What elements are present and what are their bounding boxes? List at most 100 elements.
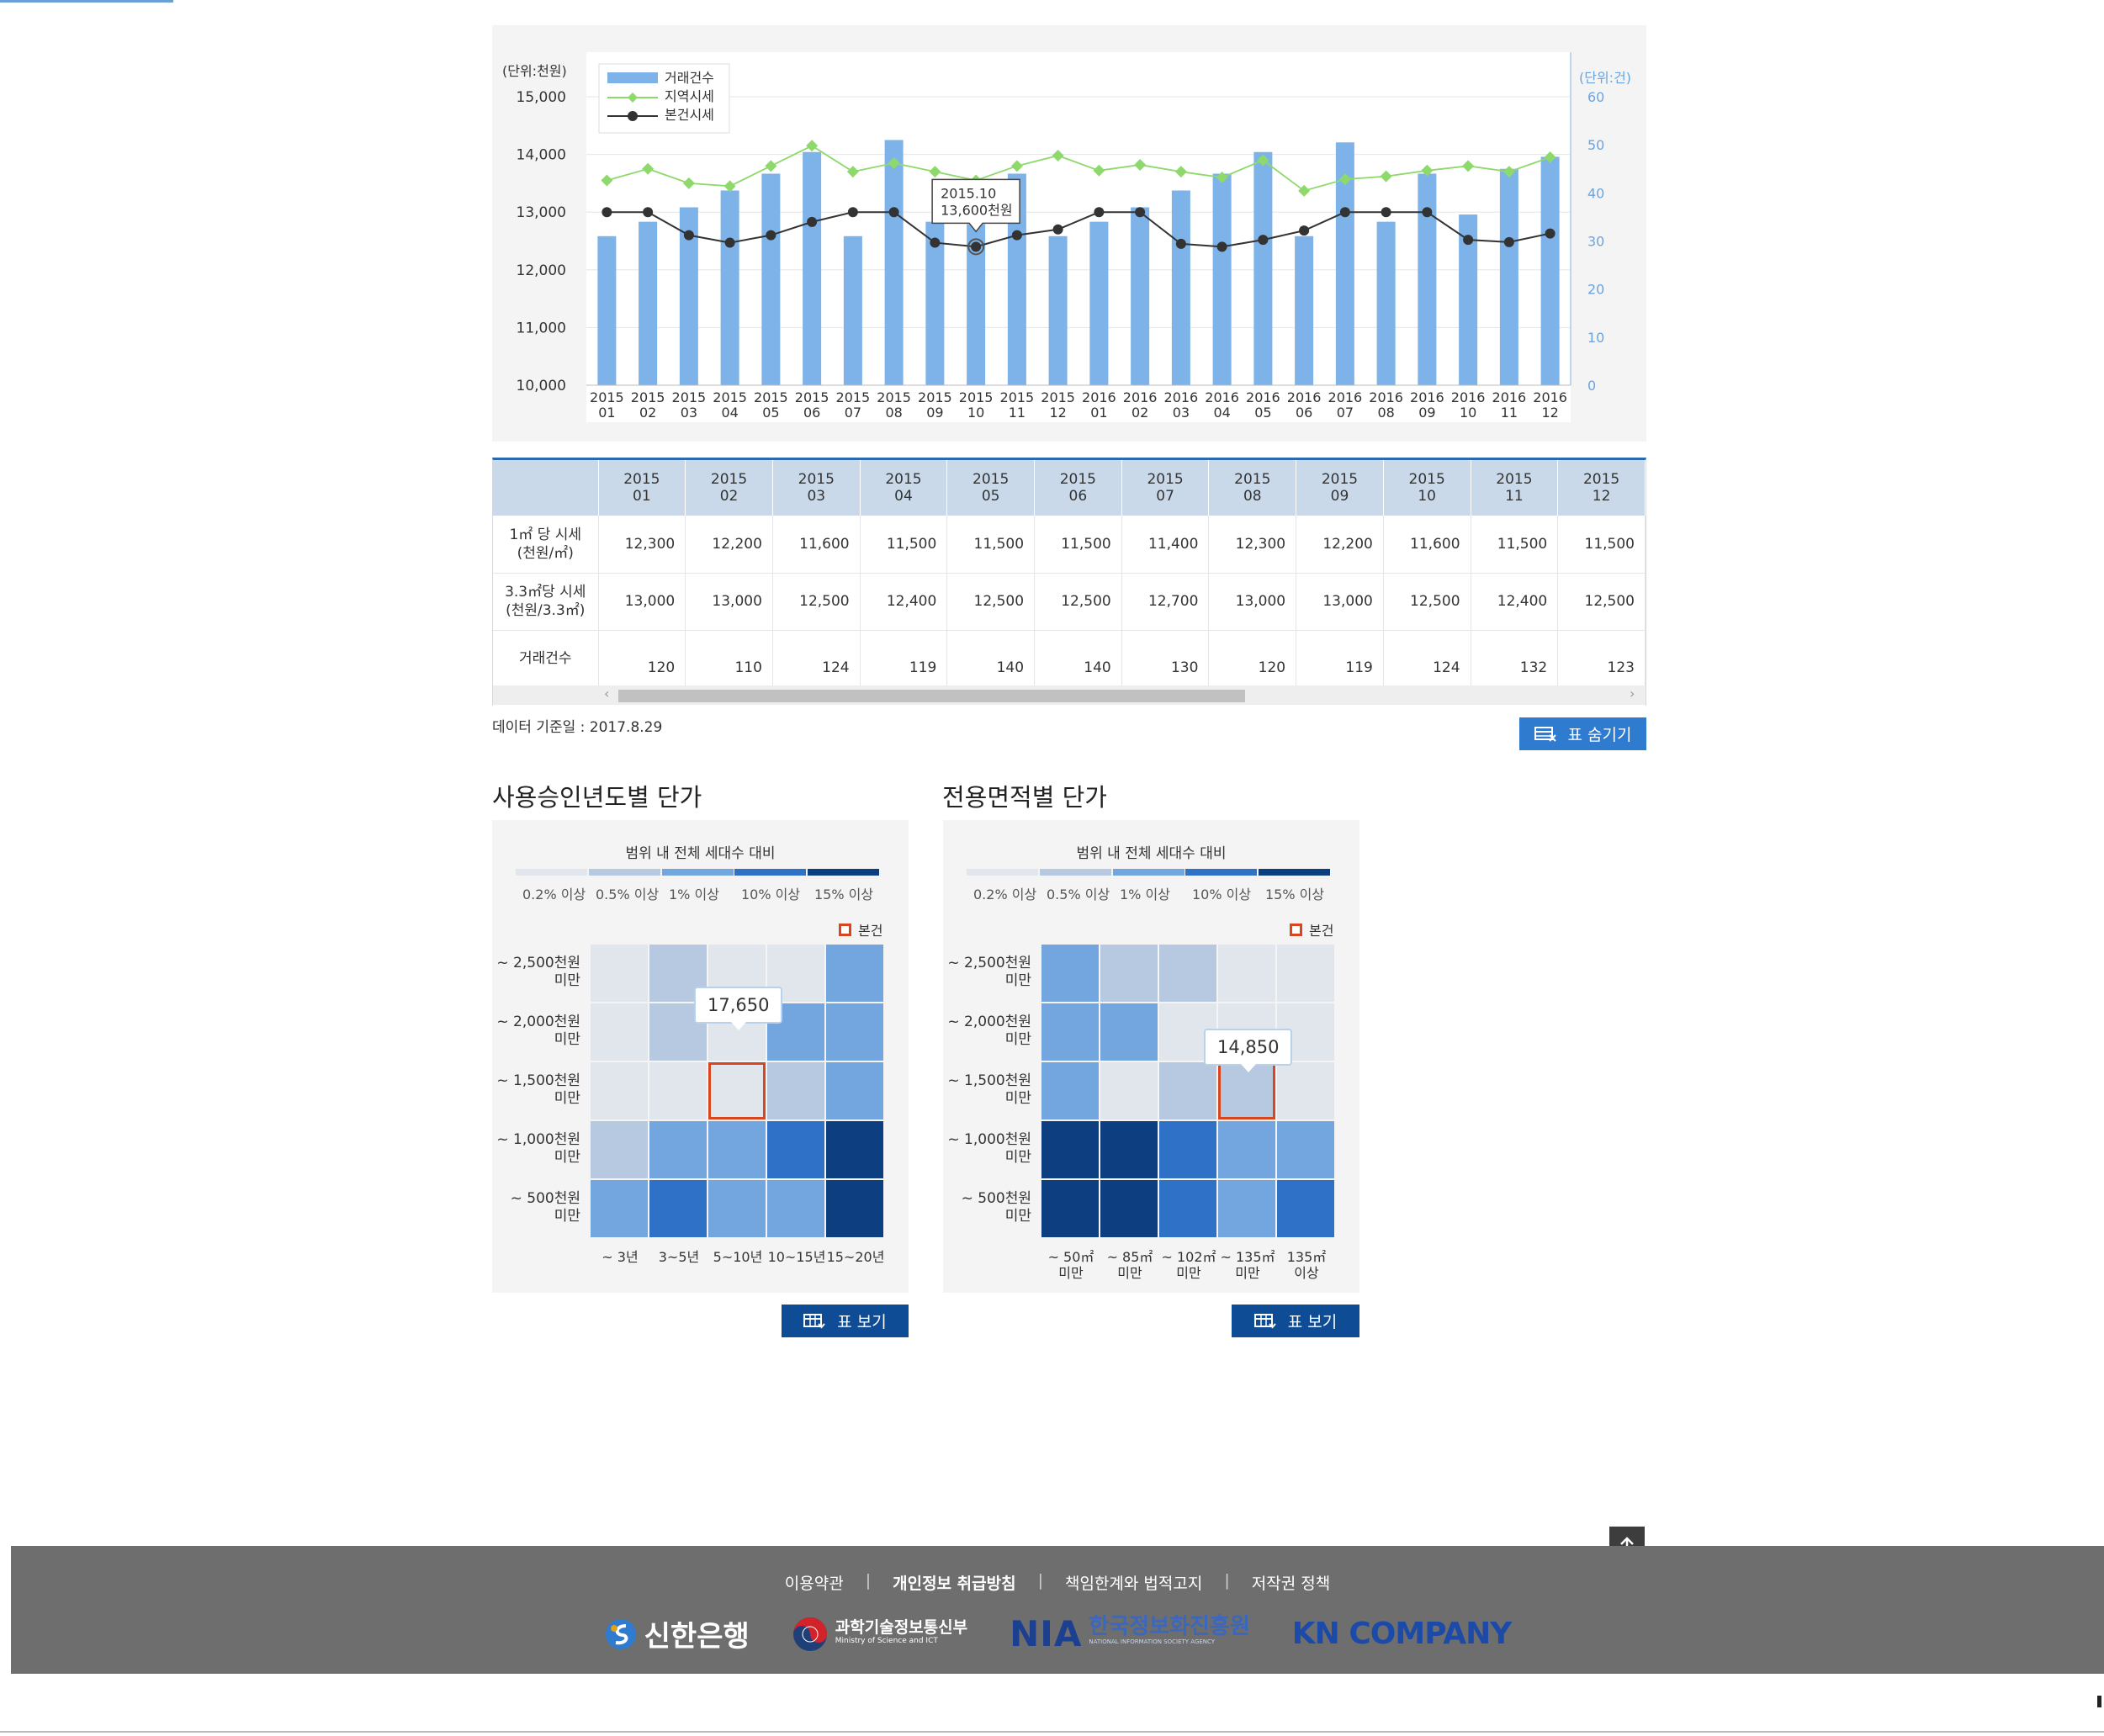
heatmap-cell[interactable]	[767, 1121, 824, 1178]
heatmap-cell[interactable]	[1100, 1003, 1158, 1061]
heatmap-row-label: ~ 1,500천원 미만	[496, 1072, 580, 1108]
heatmap-cell[interactable]	[591, 1121, 648, 1178]
heatmap-cell[interactable]	[1159, 1180, 1216, 1237]
heatmap-cell[interactable]	[826, 1062, 883, 1119]
heatmap-cell[interactable]	[591, 1003, 648, 1061]
x-tick-label: 04	[721, 405, 738, 421]
x-tick-label: 12	[1541, 405, 1558, 421]
col-label-line: ~ 85㎡	[1106, 1249, 1153, 1265]
heatmap-col-label: 3~5년	[649, 1249, 708, 1265]
heatmap-cell-own[interactable]	[708, 1062, 766, 1119]
bar-transactions	[1418, 173, 1437, 385]
heatmap-cell[interactable]	[826, 1003, 883, 1061]
x-tick-label: 2015	[1041, 389, 1075, 405]
heatmap-cell[interactable]	[1159, 1062, 1216, 1119]
heatmap-cell[interactable]	[1277, 945, 1334, 1002]
heatmap-cell[interactable]	[1100, 1180, 1158, 1237]
footer-link-terms[interactable]: 이용약관	[784, 1575, 844, 1593]
heatmap-cell[interactable]	[591, 1062, 648, 1119]
point-own-price	[847, 207, 858, 218]
heatmap-cell[interactable]	[1277, 1180, 1334, 1237]
table-cell: 123	[1557, 630, 1646, 688]
scroll-right-arrow[interactable]: ›	[1630, 685, 1635, 701]
footer-link-privacy[interactable]: 개인정보 취급방침	[893, 1575, 1016, 1593]
heatmap-cell[interactable]	[1159, 1121, 1216, 1178]
heatmap-cell[interactable]	[708, 1180, 766, 1237]
x-tick-label: 10	[967, 405, 984, 421]
heatmap-cell[interactable]	[1041, 1121, 1099, 1178]
heatmap-cell[interactable]	[1041, 1003, 1099, 1061]
row-unit: (천원/㎡)	[517, 544, 574, 562]
point-own-price	[724, 237, 735, 248]
x-tick-label: 2015	[836, 389, 871, 405]
heatmap-legend-title: 범위 내 전체 세대수 대비	[625, 845, 776, 862]
shinhan-logo: 신한은행	[604, 1613, 750, 1654]
heatmap-cell[interactable]	[708, 1121, 766, 1178]
point-regional-price	[1380, 170, 1392, 183]
row-label-line: ~ 500천원	[961, 1190, 1031, 1207]
point-own-price	[1011, 230, 1022, 241]
table-cell: 124	[772, 630, 861, 688]
row-label-line: ~ 2,000천원	[947, 1014, 1031, 1030]
footer-link-copyright[interactable]: 저작권 정책	[1251, 1575, 1331, 1593]
legend-swatch-marker	[628, 93, 638, 103]
heatmap-cell[interactable]	[826, 1180, 883, 1237]
footer-separator: |	[1224, 1571, 1230, 1590]
heatmap-cell[interactable]	[1100, 1062, 1158, 1119]
point-regional-price	[1216, 172, 1228, 184]
bottom-border	[0, 1731, 2104, 1733]
row-label-line: 미만	[554, 1208, 580, 1225]
heatmap-cell[interactable]	[591, 1180, 648, 1237]
scroll-left-arrow[interactable]: ‹	[604, 685, 610, 701]
heatmap-cell[interactable]	[1218, 945, 1275, 1002]
heatmap-cell[interactable]	[649, 1121, 707, 1178]
point-own-price	[1381, 207, 1391, 218]
col-label-line: ~ 50㎡	[1047, 1249, 1094, 1265]
heatmap-cell[interactable]	[1041, 945, 1099, 1002]
heatmap-legend-label: 15% 이상	[814, 887, 874, 902]
bar-transactions	[720, 190, 739, 385]
heatmap-cell[interactable]	[591, 945, 648, 1002]
heatmap-cell[interactable]	[1100, 945, 1158, 1002]
scrollbar-thumb[interactable]	[618, 690, 1245, 702]
view-table-button-area[interactable]: 표 보기	[1232, 1305, 1359, 1337]
row-label-line: 미만	[1004, 972, 1031, 989]
table-cell: 12,400	[860, 573, 948, 631]
point-own-price	[971, 241, 982, 252]
nia-logo-subtext: NATIONAL INFORMATION SOCIETY AGENCY	[1089, 1638, 1216, 1645]
heatmap-cell[interactable]	[1277, 1121, 1334, 1178]
table-cell: 120	[598, 630, 686, 688]
point-regional-price	[929, 166, 941, 178]
point-own-price	[1216, 241, 1227, 252]
heatmap-cell[interactable]	[1277, 1062, 1334, 1119]
point-regional-price	[1421, 164, 1434, 177]
point-own-price	[1463, 235, 1474, 246]
heatmap-cell[interactable]	[826, 1121, 883, 1178]
row-label-line: ~ 1,000천원	[496, 1131, 580, 1148]
point-regional-price	[642, 162, 655, 175]
heatmap-cell[interactable]	[1159, 945, 1216, 1002]
legend-label: 지역시세	[665, 88, 714, 104]
hide-table-button[interactable]: 표 숨기기	[1519, 717, 1646, 750]
point-own-price	[683, 230, 694, 241]
heatmap-cell[interactable]	[1218, 1180, 1275, 1237]
x-tick-label: 11	[1501, 405, 1518, 421]
table-cell: 130	[1121, 630, 1210, 688]
y-right-tick-label: 20	[1587, 282, 1604, 298]
heatmap-cell[interactable]	[1100, 1121, 1158, 1178]
heatmap-cell[interactable]	[767, 1180, 824, 1237]
point-regional-price	[846, 166, 859, 178]
table-cell: 140	[1034, 630, 1122, 688]
footer-link-legal[interactable]: 책임한계와 법적고지	[1064, 1575, 1203, 1593]
legend-swatch-marker	[628, 111, 638, 121]
heatmap-cell[interactable]	[649, 1062, 707, 1119]
heatmap-cell[interactable]	[1041, 1180, 1099, 1237]
heatmap-cell[interactable]	[649, 1180, 707, 1237]
heatmap-cell[interactable]	[767, 1062, 824, 1119]
x-tick-label: 2016	[1205, 389, 1239, 405]
heatmap-cell[interactable]	[1041, 1062, 1099, 1119]
heatmap-cell[interactable]	[826, 945, 883, 1002]
point-own-price	[1545, 228, 1555, 239]
view-table-button-year[interactable]: 표 보기	[782, 1305, 909, 1337]
heatmap-cell[interactable]	[1218, 1121, 1275, 1178]
